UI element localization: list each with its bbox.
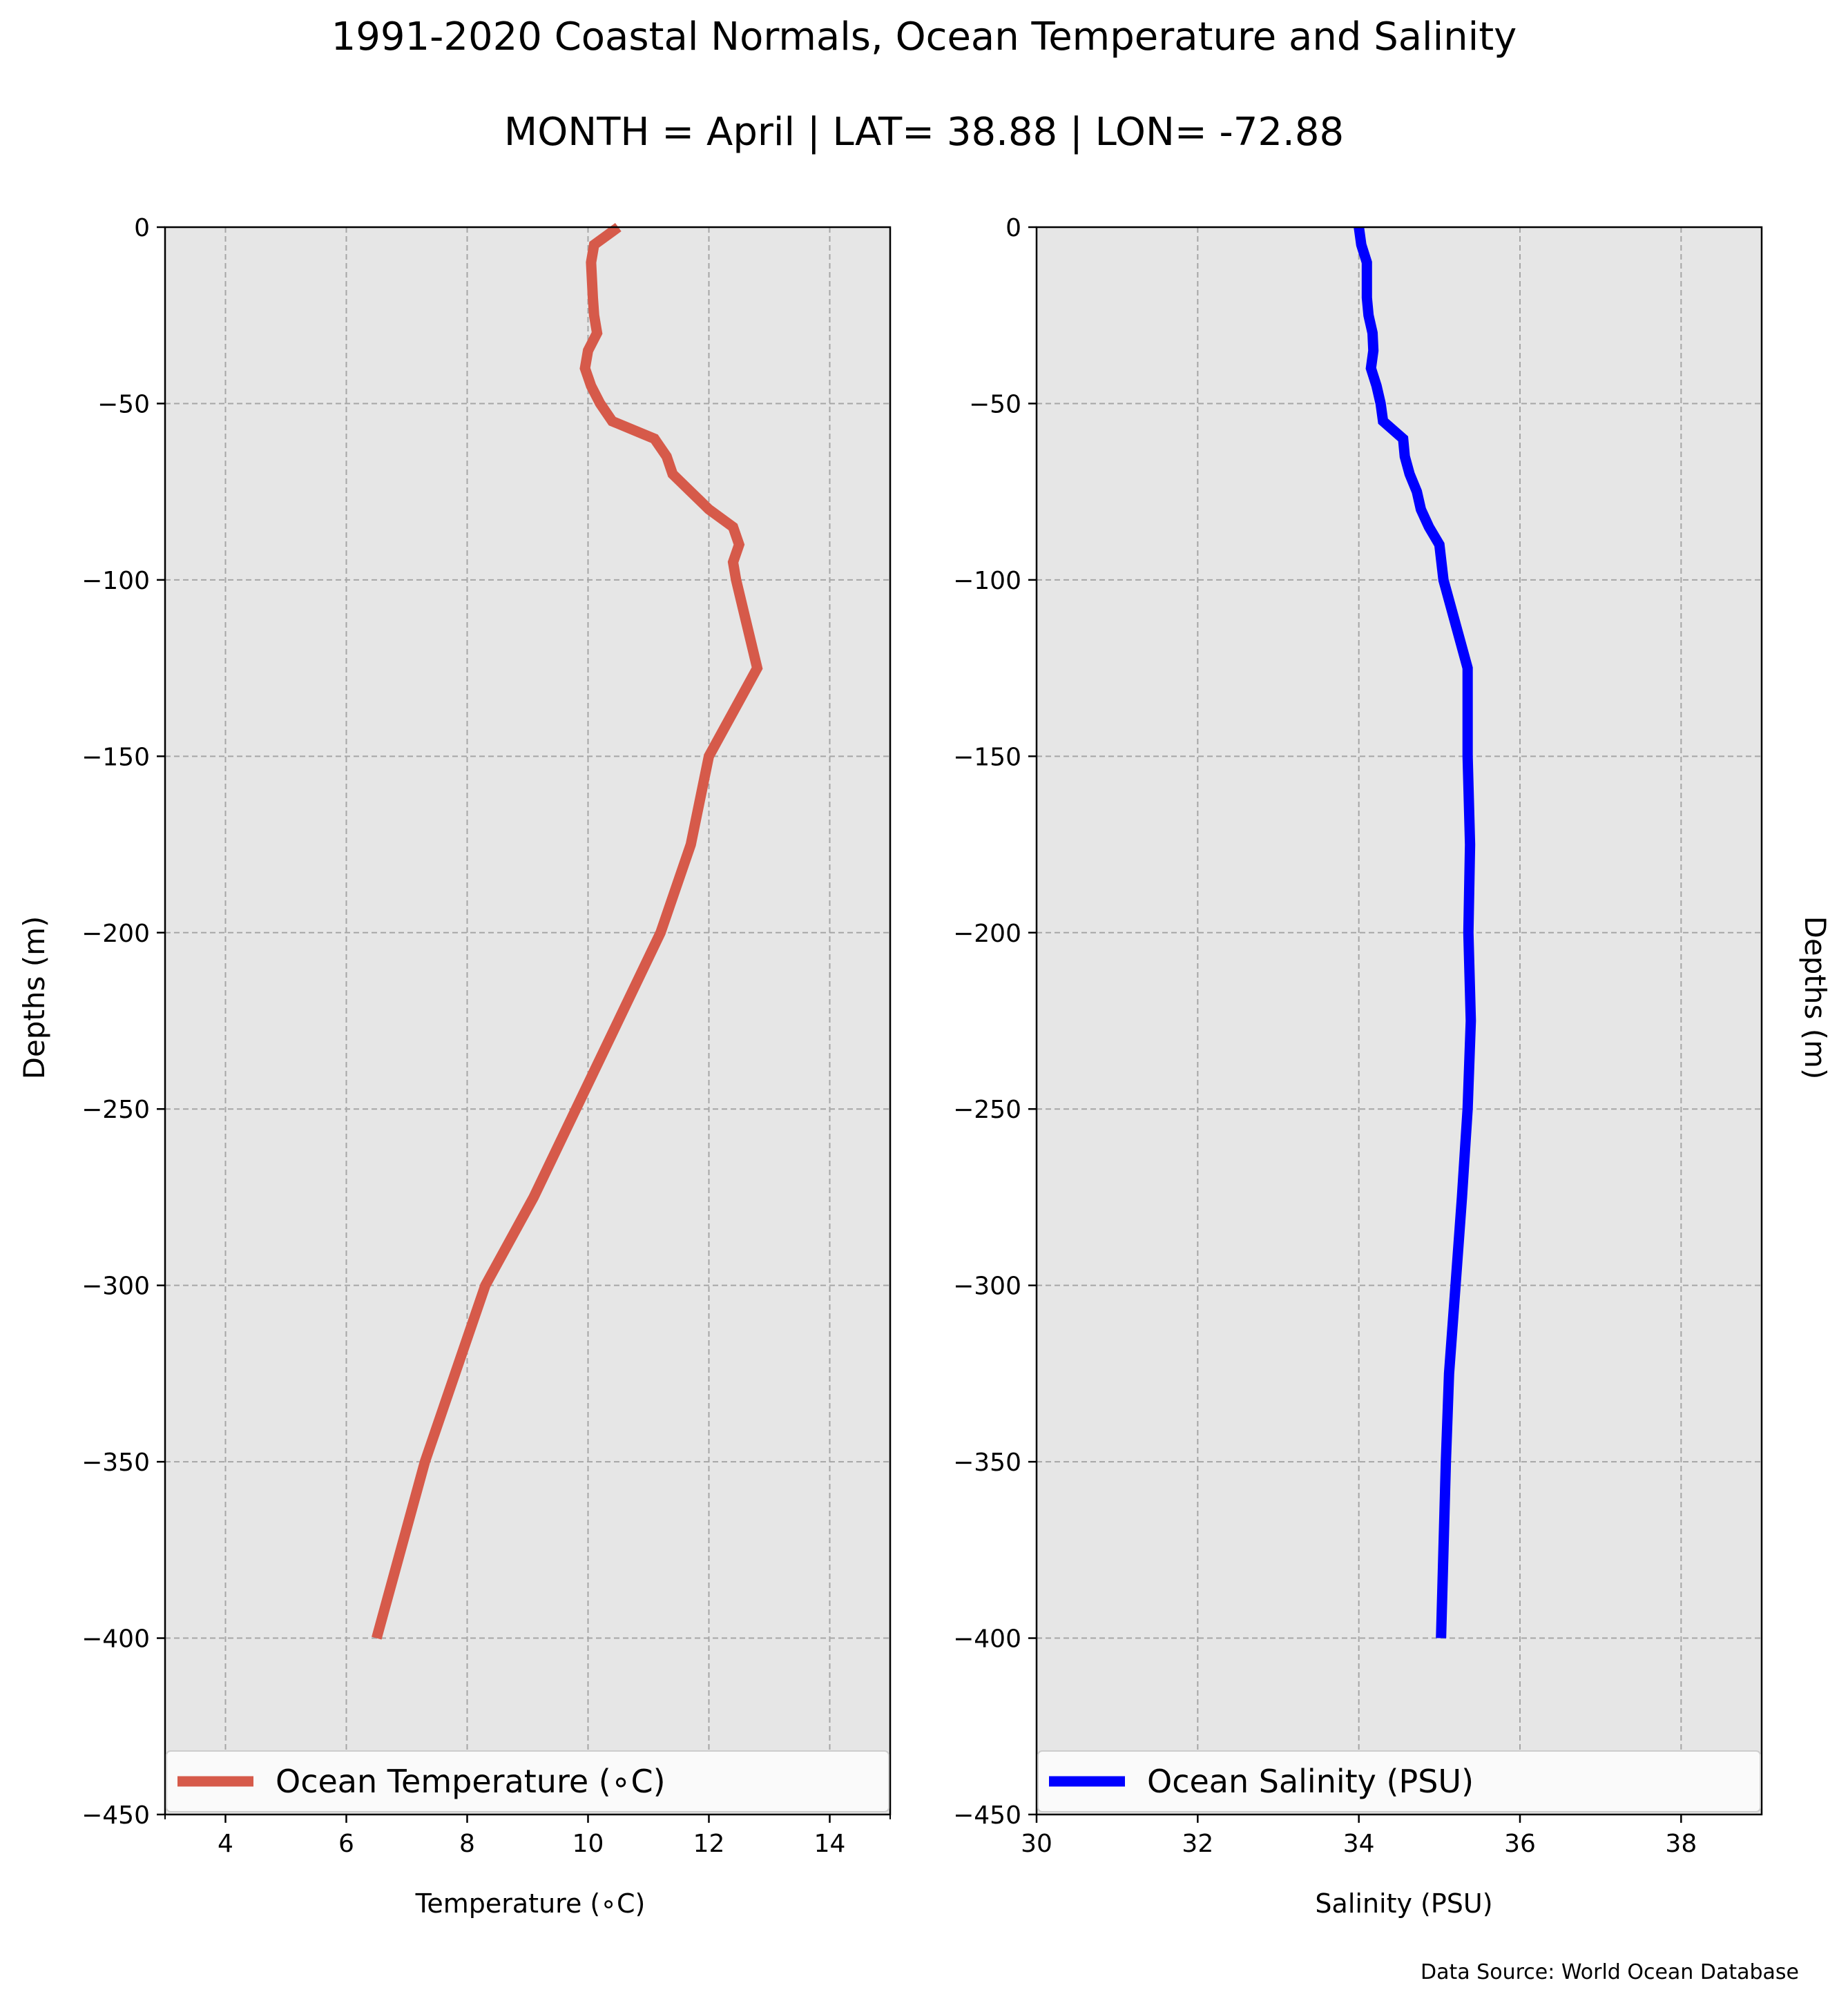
temp-y-tick-label: −450 bbox=[81, 1801, 150, 1830]
sal-series-line bbox=[1354, 226, 1476, 1638]
sal-y-tick-label: −250 bbox=[953, 1096, 1021, 1124]
temp-legend-label: Ocean Temperature (∘C) bbox=[276, 1763, 666, 1800]
temp-y-tick-label: −150 bbox=[81, 743, 150, 771]
sal-y-tick-label: −100 bbox=[953, 567, 1021, 595]
sal-x-tick-label: 34 bbox=[1343, 1830, 1375, 1858]
sal-y-tick-label: 0 bbox=[1005, 214, 1021, 242]
sal-legend-label: Ocean Salinity (PSU) bbox=[1147, 1763, 1474, 1800]
sal-y-tick-label: −450 bbox=[953, 1801, 1021, 1830]
temp-series-line bbox=[372, 222, 763, 1640]
sal-y-tick-label: −350 bbox=[953, 1449, 1021, 1477]
y-axis-label-left: Depths (m) bbox=[17, 916, 51, 1080]
sal-y-tick-label: −200 bbox=[953, 920, 1021, 948]
temp-y-tick-label: −50 bbox=[97, 390, 150, 418]
temp-x-tick-label: 10 bbox=[572, 1830, 604, 1858]
sal-legend-box bbox=[1037, 1750, 1761, 1812]
temp-x-tick-label: 12 bbox=[693, 1830, 725, 1858]
sal-axes-frame bbox=[1035, 226, 1763, 1816]
temperature-panel: 0 −50 −100 −150 −200 −250 −300 −350 −400 −450 4 6 8 1… bbox=[81, 214, 892, 1858]
temp-legend-box bbox=[166, 1750, 889, 1812]
temp-plot-area bbox=[165, 227, 890, 1815]
chart-subtitle: MONTH = April | LAT= 38.88 | LON= -72.88 bbox=[504, 110, 1344, 155]
sal-y-tick-label: −150 bbox=[953, 743, 1021, 771]
sal-x-tick-label: 36 bbox=[1504, 1830, 1536, 1858]
data-source-note: Data Source: World Ocean Database bbox=[1421, 1960, 1799, 1984]
temp-y-tick-label: −100 bbox=[81, 567, 150, 595]
temp-y-tick-label: −200 bbox=[81, 920, 150, 948]
sal-y-tick-label: −300 bbox=[953, 1273, 1021, 1301]
temp-x-tick-label: 4 bbox=[218, 1830, 233, 1858]
sal-x-tick-label: 32 bbox=[1182, 1830, 1213, 1858]
x-axis-label-salinity: Salinity (PSU) bbox=[1315, 1888, 1492, 1919]
temp-y-tick-label: 0 bbox=[134, 214, 150, 242]
sal-plot-area bbox=[1037, 227, 1762, 1815]
x-axis-label-temperature: Temperature (∘C) bbox=[415, 1888, 646, 1919]
sal-x-tick-label: 38 bbox=[1665, 1830, 1697, 1858]
temp-y-tick-label: −250 bbox=[81, 1096, 150, 1124]
y-axis-label-right: Depths (m) bbox=[1798, 916, 1832, 1080]
temp-x-tick-label: 6 bbox=[338, 1830, 354, 1858]
temp-axes-frame bbox=[164, 226, 892, 1816]
sal-y-tick-label: −400 bbox=[953, 1625, 1021, 1654]
temp-y-tick-label: −350 bbox=[81, 1449, 150, 1477]
temp-y-tick-label: −400 bbox=[81, 1625, 150, 1654]
temp-y-tick-label: −300 bbox=[81, 1273, 150, 1301]
sal-legend: Ocean Salinity (PSU) bbox=[1037, 1750, 1761, 1812]
sal-x-tick-label: 30 bbox=[1021, 1830, 1052, 1858]
chart-title: 1991-2020 Coastal Normals, Ocean Tempera… bbox=[331, 14, 1517, 59]
sal-y-tick-label: −50 bbox=[969, 390, 1021, 418]
temp-legend: Ocean Temperature (∘C) bbox=[166, 1750, 889, 1812]
temp-x-tick-label: 14 bbox=[814, 1830, 846, 1858]
temp-x-tick-label: 8 bbox=[459, 1830, 475, 1858]
